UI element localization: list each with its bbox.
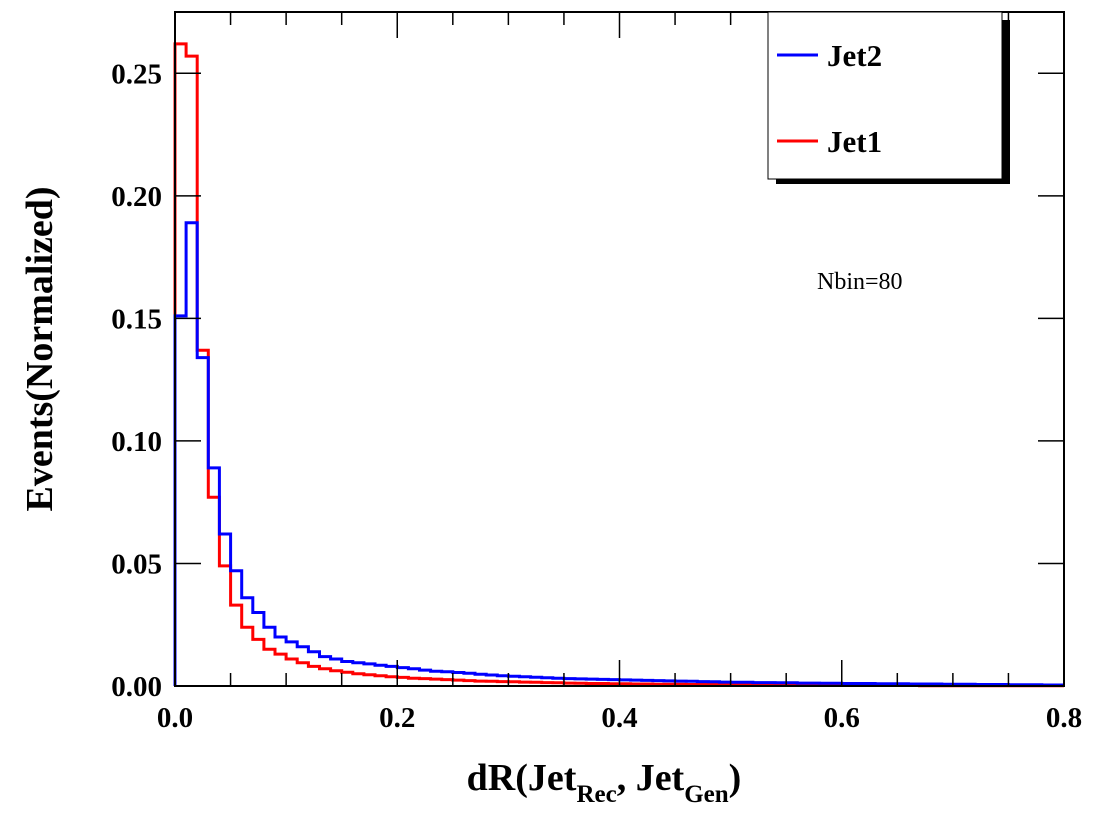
y-tick-label: 0.15 [111, 303, 162, 335]
x-tick-labels: 0.0 0.2 0.4 0.6 0.8 [157, 702, 1082, 734]
x-tick-label: 0.2 [379, 702, 415, 734]
legend-label-jet2: Jet2 [827, 38, 882, 73]
x-tick-label: 0.4 [601, 702, 637, 734]
x-axis-title-main: dR(Jet [467, 757, 577, 799]
y-tick-labels: 0.00 0.05 0.10 0.15 0.20 0.25 [111, 58, 162, 703]
x-tick-label: 0.0 [157, 702, 193, 734]
legend-box [767, 11, 1003, 180]
x-axis-title-sub-gen: Gen [684, 781, 729, 808]
x-axis-title: dR(JetRec, JetGen) [467, 757, 742, 808]
y-tick-label: 0.20 [111, 181, 162, 213]
x-tick-label: 0.8 [1046, 702, 1082, 734]
legend: Jet2 Jet1 [767, 11, 1010, 184]
y-tick-label: 0.00 [111, 671, 162, 703]
x-axis-title-mid: , Jet [617, 757, 685, 799]
x-axis-title-end: ) [729, 757, 742, 799]
nbin-annotation: Nbin=80 [817, 269, 903, 295]
x-tick-label: 0.6 [824, 702, 860, 734]
x-axis-title-sub-rec: Rec [576, 781, 616, 808]
y-tick-label: 0.05 [111, 549, 162, 581]
plot-frame-top [174, 11, 1065, 687]
histogram-series-jet2 [173, 221, 1064, 687]
y-tick-label: 0.25 [111, 58, 162, 90]
y-tick-label: 0.10 [111, 426, 162, 458]
y-axis-title: Events(Normalized) [19, 186, 61, 511]
legend-label-jet1: Jet1 [827, 124, 882, 159]
